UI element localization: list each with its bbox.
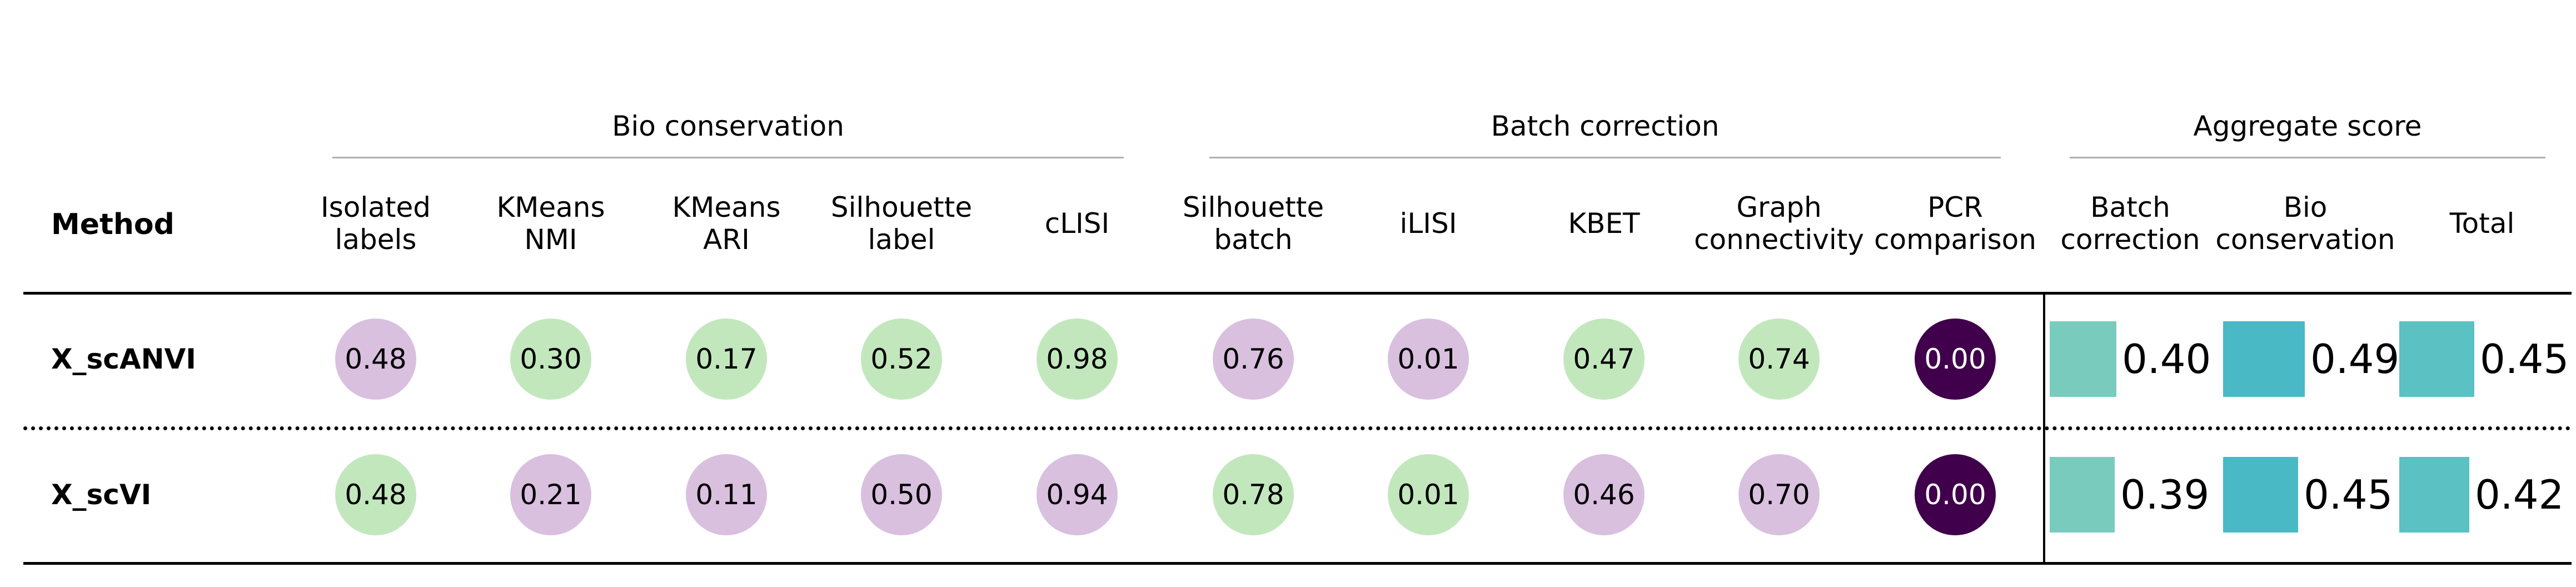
score-circle-x-scvi-kmeans-nmi: 0.21 <box>510 454 591 535</box>
column-header-kbet: KBET <box>1568 207 1640 240</box>
score-bar-x-scvi-agg-bio <box>2223 457 2298 533</box>
row-separator <box>23 426 2572 430</box>
score-circle-x-scanvi-kbet: 0.47 <box>1563 319 1645 400</box>
score-bar-x-scvi-agg-batch <box>2050 457 2115 533</box>
row-label-scanvi: X_scANVI <box>51 343 196 375</box>
column-header-ilisi: iLISI <box>1399 207 1457 240</box>
bottom-rule <box>23 562 2572 565</box>
score-bar-x-scanvi-agg-total <box>2399 321 2474 397</box>
group-underline-aggregate-score <box>2070 157 2545 158</box>
column-header-agg-batch: Batch correction <box>2060 191 2200 256</box>
bar-label-x-scvi-agg-bio: 0.45 <box>2304 471 2393 518</box>
score-circle-x-scanvi-kmeans-nmi: 0.30 <box>510 319 591 400</box>
score-circle-x-scanvi-kmeans-ari: 0.17 <box>686 319 767 400</box>
score-circle-x-scvi-ilisi: 0.01 <box>1388 454 1469 535</box>
bar-label-x-scanvi-agg-total: 0.45 <box>2480 336 2569 382</box>
score-circle-x-scanvi-ilisi: 0.01 <box>1388 319 1469 400</box>
score-circle-x-scvi-pcr-comparison: 0.00 <box>1915 454 1996 535</box>
score-bar-x-scanvi-agg-bio <box>2223 321 2305 397</box>
method-header: Method <box>51 208 175 241</box>
bar-label-x-scanvi-agg-bio: 0.49 <box>2310 336 2400 382</box>
score-circle-x-scanvi-pcr-comparison: 0.00 <box>1915 319 1996 400</box>
score-circle-x-scvi-isolated-labels: 0.48 <box>335 454 416 535</box>
header-rule <box>23 292 2572 295</box>
score-circle-x-scanvi-clisi: 0.98 <box>1037 319 1118 400</box>
column-header-silhouette-batch: Silhouette batch <box>1182 191 1324 256</box>
score-bar-x-scanvi-agg-batch <box>2050 321 2116 397</box>
score-bar-x-scvi-agg-total <box>2399 457 2469 533</box>
score-circle-x-scanvi-silhouette-batch: 0.76 <box>1213 319 1294 400</box>
column-header-kmeans-ari: KMeans ARI <box>672 191 781 256</box>
bar-label-x-scvi-agg-batch: 0.39 <box>2120 471 2210 518</box>
column-header-clisi: cLISI <box>1044 207 1110 240</box>
score-circle-x-scvi-silhouette-label: 0.50 <box>861 454 942 535</box>
group-header-batch-correction: Batch correction <box>1491 110 1720 142</box>
group-header-bio-conservation: Bio conservation <box>612 110 844 142</box>
bar-label-x-scanvi-agg-batch: 0.40 <box>2122 336 2211 382</box>
group-underline-batch-correction <box>1209 157 2001 158</box>
column-header-graph-connectivity: Graph connectivity <box>1694 191 1864 256</box>
score-circle-x-scvi-graph-connectivity: 0.70 <box>1738 454 1820 535</box>
group-underline-bio-conservation <box>332 157 1124 158</box>
score-circle-x-scvi-kmeans-ari: 0.11 <box>686 454 767 535</box>
aggregate-divider <box>2043 292 2045 564</box>
group-header-aggregate-score: Aggregate score <box>2193 110 2422 142</box>
bar-label-x-scvi-agg-total: 0.42 <box>2475 471 2564 518</box>
column-header-agg-total: Total <box>2449 207 2515 240</box>
score-circle-x-scvi-silhouette-batch: 0.78 <box>1213 454 1294 535</box>
column-header-pcr-comparison: PCR comparison <box>1874 191 2036 256</box>
column-header-isolated-labels: Isolated labels <box>320 191 431 256</box>
score-circle-x-scanvi-isolated-labels: 0.48 <box>335 319 416 400</box>
column-header-agg-bio: Bio conservation <box>2215 191 2395 256</box>
score-circle-x-scanvi-graph-connectivity: 0.74 <box>1738 319 1820 400</box>
column-header-silhouette-label: Silhouette label <box>830 191 973 256</box>
score-circle-x-scvi-kbet: 0.46 <box>1563 454 1645 535</box>
column-header-kmeans-nmi: KMeans NMI <box>496 191 605 256</box>
score-circle-x-scvi-clisi: 0.94 <box>1037 454 1118 535</box>
row-label-scvi: X_scVI <box>51 479 152 511</box>
score-circle-x-scanvi-silhouette-label: 0.52 <box>861 319 942 400</box>
